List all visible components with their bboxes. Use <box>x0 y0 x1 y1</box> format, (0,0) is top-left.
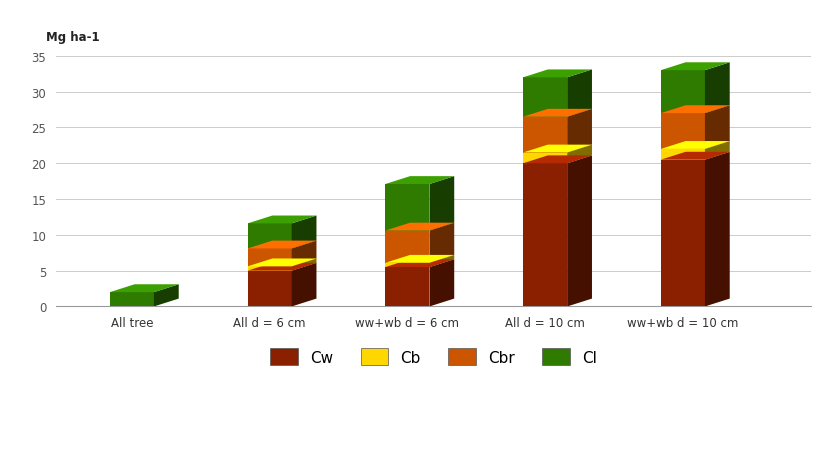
Polygon shape <box>110 292 154 307</box>
Polygon shape <box>292 216 316 249</box>
Polygon shape <box>705 142 729 160</box>
Legend: Cw, Cb, Cbr, Cl: Cw, Cb, Cbr, Cl <box>264 342 603 371</box>
Polygon shape <box>567 110 592 153</box>
Polygon shape <box>386 255 454 263</box>
Polygon shape <box>523 153 567 164</box>
Polygon shape <box>248 267 292 271</box>
Polygon shape <box>292 263 316 307</box>
Polygon shape <box>523 146 592 153</box>
Polygon shape <box>661 106 729 114</box>
Polygon shape <box>523 110 592 118</box>
Polygon shape <box>386 185 430 231</box>
Polygon shape <box>661 152 729 160</box>
Polygon shape <box>523 164 567 307</box>
Polygon shape <box>430 255 454 268</box>
Polygon shape <box>248 271 292 307</box>
Polygon shape <box>292 241 316 267</box>
Polygon shape <box>248 259 316 267</box>
Polygon shape <box>567 70 592 118</box>
Polygon shape <box>248 263 316 271</box>
Polygon shape <box>386 231 430 263</box>
Polygon shape <box>661 160 705 307</box>
Polygon shape <box>661 63 729 71</box>
Polygon shape <box>523 78 567 118</box>
Polygon shape <box>154 285 178 307</box>
Polygon shape <box>430 177 454 231</box>
Text: Mg ha-1: Mg ha-1 <box>46 31 100 44</box>
Polygon shape <box>386 268 430 307</box>
Polygon shape <box>430 223 454 263</box>
Polygon shape <box>661 142 729 150</box>
Polygon shape <box>523 156 592 164</box>
Polygon shape <box>705 63 729 114</box>
Polygon shape <box>661 71 705 114</box>
Polygon shape <box>386 260 454 268</box>
Polygon shape <box>661 150 705 160</box>
Polygon shape <box>661 114 705 150</box>
Polygon shape <box>705 152 729 307</box>
Polygon shape <box>248 241 316 249</box>
Polygon shape <box>292 259 316 271</box>
Polygon shape <box>567 146 592 164</box>
Polygon shape <box>248 216 316 224</box>
Polygon shape <box>386 177 454 185</box>
Polygon shape <box>110 285 178 292</box>
Polygon shape <box>386 263 430 268</box>
Polygon shape <box>430 260 454 307</box>
Polygon shape <box>523 118 567 153</box>
Polygon shape <box>248 249 292 267</box>
Polygon shape <box>567 156 592 307</box>
Polygon shape <box>248 224 292 249</box>
Polygon shape <box>386 223 454 231</box>
Polygon shape <box>705 106 729 150</box>
Polygon shape <box>523 70 592 78</box>
